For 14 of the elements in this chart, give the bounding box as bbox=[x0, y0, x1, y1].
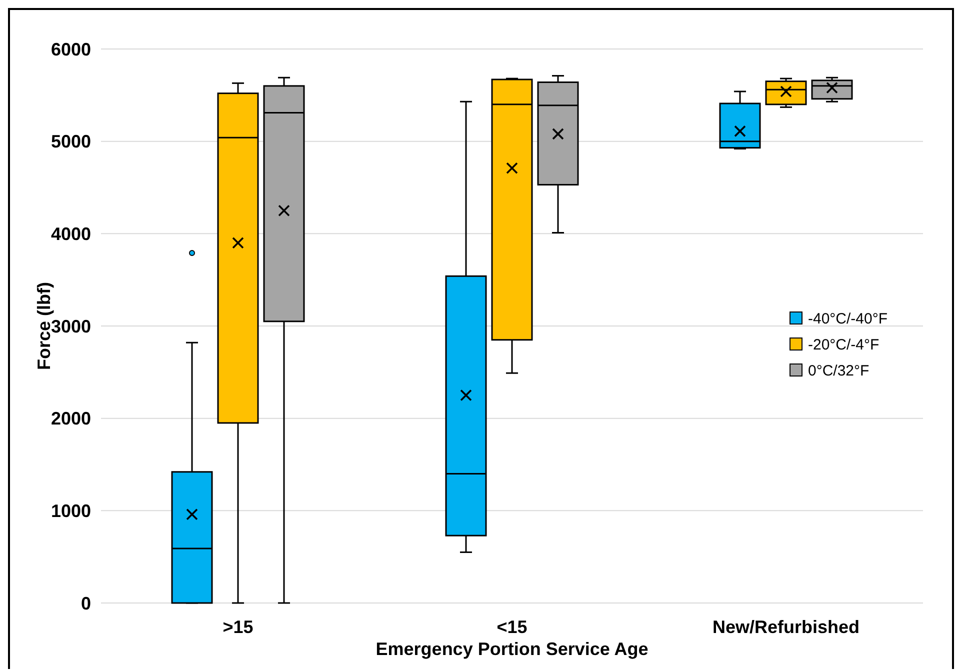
x-axis-title: Emergency Portion Service Age bbox=[376, 639, 648, 659]
x-tick-label: New/Refurbished bbox=[712, 617, 860, 637]
y-tick-label: 1000 bbox=[50, 500, 91, 521]
legend-label: -20°C/-4°F bbox=[808, 336, 880, 354]
y-tick-label: 0 bbox=[80, 593, 91, 614]
y-tick-label: 4000 bbox=[50, 224, 91, 244]
legend-label: -40°C/-40°F bbox=[808, 310, 888, 328]
y-tick-label: 3000 bbox=[50, 316, 91, 336]
y-tick-label: 6000 bbox=[50, 39, 91, 60]
y-tick-label: 2000 bbox=[50, 408, 91, 429]
x-tick-label: >15 bbox=[222, 617, 254, 637]
y-tick-label: 5000 bbox=[50, 132, 91, 152]
x-tick-label: <15 bbox=[496, 617, 528, 637]
legend-label: 0°C/32°F bbox=[808, 362, 870, 380]
